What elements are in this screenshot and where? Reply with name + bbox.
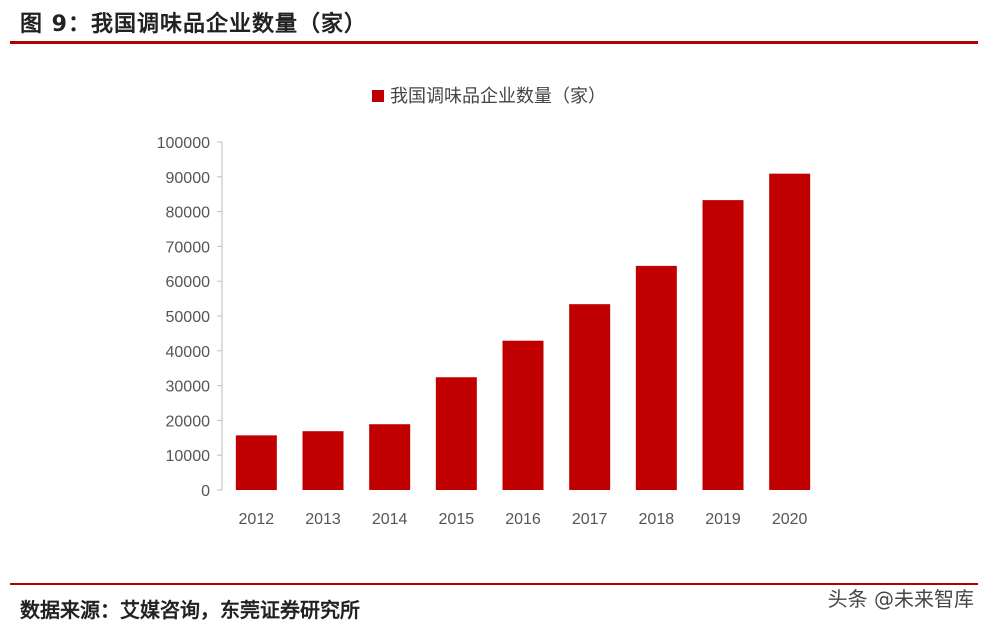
y-tick-label: 0	[201, 483, 210, 500]
x-tick-label: 2020	[772, 511, 808, 528]
y-tick-label: 80000	[166, 205, 211, 222]
x-axis: 2012 2013 2014 2015 2016 2017 2018 2019 2020	[239, 511, 808, 528]
y-tick-label: 70000	[166, 239, 211, 256]
bars	[235, 173, 811, 490]
bar-2016	[502, 340, 544, 490]
y-tick-label: 20000	[166, 413, 211, 430]
x-tick-label: 2013	[305, 511, 341, 528]
legend-label: 我国调味品企业数量（家）	[390, 86, 606, 107]
x-tick-label: 2014	[372, 511, 408, 528]
figure-title: 图 9：我国调味品企业数量（家）	[20, 12, 367, 37]
x-tick-label: 2015	[439, 511, 475, 528]
y-tick-label: 40000	[166, 344, 211, 361]
x-tick-label: 2012	[239, 511, 275, 528]
watermark-text: 头条 @未来智库	[827, 587, 974, 611]
data-source-note: 数据来源：艾媒咨询，东莞证券研究所	[20, 598, 360, 622]
footer-divider	[10, 583, 978, 585]
bar-2018	[635, 265, 677, 490]
x-tick-label: 2016	[505, 511, 541, 528]
bar-2015	[435, 377, 477, 490]
bar-chart: 我国调味品企业数量（家） 0 10000 20000 30000 40000 50000 6…	[157, 86, 811, 528]
y-tick-label: 10000	[166, 448, 211, 465]
x-tick-label: 2018	[639, 511, 675, 528]
x-tick-label: 2017	[572, 511, 608, 528]
y-tick-label: 100000	[157, 135, 210, 152]
y-tick-label: 30000	[166, 379, 211, 396]
bar-2017	[569, 304, 611, 490]
bar-2014	[369, 424, 411, 490]
bar-2013	[302, 431, 344, 490]
x-tick-label: 2019	[705, 511, 741, 528]
y-tick-label: 50000	[166, 309, 211, 326]
bar-2020	[769, 173, 811, 490]
bar-2019	[702, 200, 744, 490]
bar-2012	[235, 435, 277, 490]
y-axis: 0 10000 20000 30000 40000 50000 60000 70000 8000…	[157, 135, 223, 500]
legend-swatch	[372, 90, 384, 102]
chart-legend: 我国调味品企业数量（家）	[372, 86, 606, 107]
title-divider	[10, 41, 978, 44]
y-tick-label: 90000	[166, 170, 211, 187]
y-tick-label: 60000	[166, 274, 211, 291]
